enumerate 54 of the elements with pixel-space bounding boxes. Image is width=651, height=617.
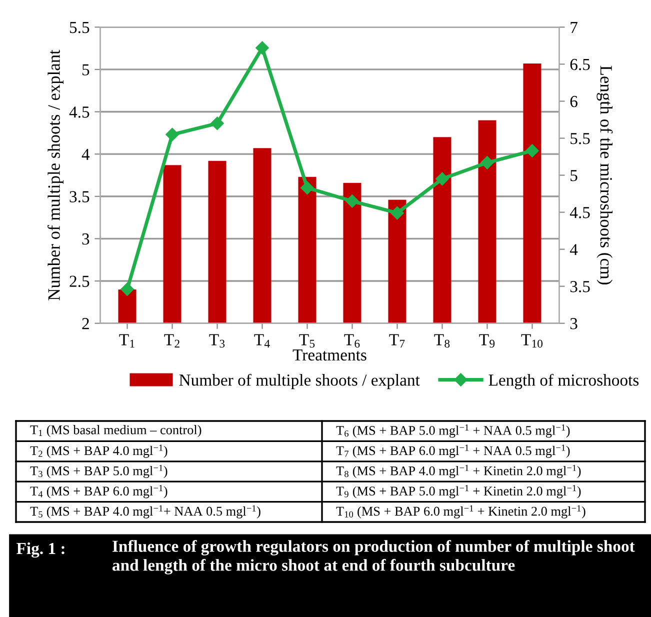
y2-tick-label: 5 <box>570 170 578 182</box>
point <box>526 144 539 158</box>
y-tick-label: 3 <box>82 233 90 245</box>
x-tick-label: T$_{3}$ <box>209 334 225 348</box>
x-tick-label: T$_{5}$ <box>299 334 315 348</box>
text: T$_{4}$ (MS + BAP 6.0 mgl$^{−1}$) <box>30 485 168 498</box>
y-tick-label: 2.5 <box>70 276 90 288</box>
y2-tick-label: 7 <box>570 22 578 33</box>
y-tick-label: 5 <box>82 64 90 76</box>
y2-tick-label: 6.5 <box>570 58 590 70</box>
text: T$_{10}$ (MS + BAP 6.0 mgl$^{−1}$ + Kinetin 2.0 mgl$^{−1}$) <box>336 505 586 518</box>
legend-label: Length of microshoots <box>488 374 639 390</box>
text: T$_{8}$ (MS + BAP 4.0 mgl$^{−1}$ + Kinetin 2.0 mgl$^{−1}$) <box>336 464 581 478</box>
x-tick-label: T$_{9}$ <box>479 334 495 348</box>
point <box>120 282 134 296</box>
legend-label: Number of multiple shoots / explant <box>179 374 420 390</box>
y2-tick-label: 4.5 <box>570 207 590 218</box>
text: Influence of growth regulators on production of number of multiple shoot and length of the micro shoot at end of fourth subculture <box>112 540 635 574</box>
text: T$_{6}$ (MS + BAP 5.0 mgl$^{−1}$ + NAA 0.5 mgl$^{−1}$) <box>336 424 570 438</box>
y2-tick-label: 3 <box>570 318 578 330</box>
y-tick-label: 3.5 <box>70 191 90 202</box>
point <box>210 116 224 130</box>
y-tick-label: 2 <box>82 318 89 330</box>
point <box>390 206 404 220</box>
y2-axis-title: Length of the microshoots (cm) <box>596 66 613 284</box>
text: T$_{7}$ (MS + BAP 6.0 mgl$^{−1}$ + NAA 0.5 mgl$^{−1}$) <box>336 444 570 458</box>
x-tick-label: T$_{10}$ <box>521 334 542 348</box>
y-tick-label: 4 <box>82 148 90 160</box>
point <box>436 172 449 186</box>
y2-tick-label: 4 <box>570 244 578 256</box>
x-tick-label: T$_{4}$ <box>254 334 270 348</box>
y-axis-title: Number of multiple shoots / explant <box>48 50 64 300</box>
x-tick-label: T$_{7}$ <box>389 334 405 348</box>
text: T$_{9}$ (MS + BAP 5.0 mgl$^{−1}$ + Kinetin 2.0 mgl$^{−1}$) <box>336 485 581 498</box>
point <box>256 41 269 54</box>
y2-tick-label: 3.5 <box>570 281 590 292</box>
y2-tick-label: 6 <box>570 96 578 108</box>
x-tick-label: T$_{2}$ <box>164 334 180 348</box>
text: T$_{3}$ (MS + BAP 5.0 mgl$^{−1}$) <box>30 464 168 478</box>
text: Fig. 1 : <box>16 542 64 558</box>
x-tick-label: T$_{8}$ <box>434 334 450 348</box>
point <box>346 194 359 208</box>
point <box>166 128 179 142</box>
x-axis-title: Treatments <box>292 349 366 361</box>
x-tick-label: T$_{6}$ <box>344 334 360 348</box>
y2-tick-label: 5.5 <box>570 133 590 144</box>
x-tick-label: T$_{1}$ <box>119 334 134 348</box>
point <box>480 156 494 170</box>
text: T$_{5}$ (MS + BAP 4.0 mgl$^{−1}$+ NAA 0.5 mgl$^{−1}$) <box>30 505 260 518</box>
y-tick-label: 4.5 <box>69 106 90 118</box>
text: T$_{2}$ (MS + BAP 4.0 mgl$^{−1}$) <box>30 444 168 458</box>
y-tick-label: 5.5 <box>70 22 90 34</box>
point <box>300 181 314 194</box>
text: T$_{1}$ (MS basal medium – control) <box>30 425 202 437</box>
